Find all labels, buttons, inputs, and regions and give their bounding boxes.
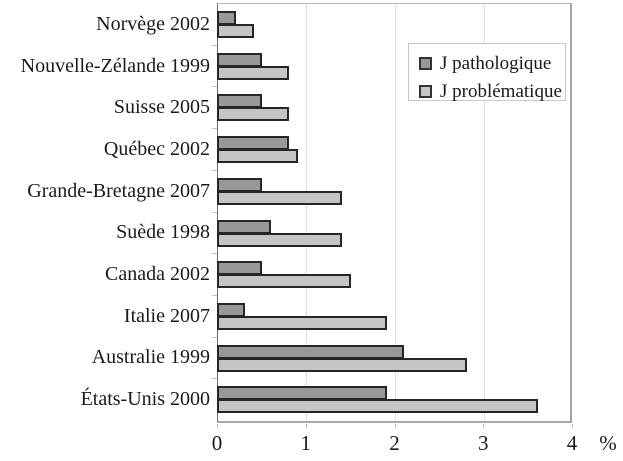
- x-axis-tick: [572, 424, 573, 428]
- legend-label-pathologique: J pathologique: [440, 52, 552, 74]
- legend-item-problematique: J problématique: [419, 79, 565, 104]
- legend-swatch-problematique-icon: [419, 85, 432, 98]
- bar-j-proble-matique-sue-de-1998: [217, 232, 343, 247]
- bar-j-pathologique-australie-1999: [217, 344, 405, 359]
- legend-swatch-pathologique-icon: [419, 57, 432, 70]
- bar-j-pathologique-sue-de-1998: [217, 219, 272, 234]
- x-axis-tick: [305, 424, 307, 428]
- gridline: [395, 4, 396, 421]
- category-label-e-tats-unis-2000: États-Unis 2000: [80, 388, 210, 411]
- category-label-italie-2007: Italie 2007: [123, 304, 210, 327]
- bar-j-proble-matique-australie-1999: [217, 357, 467, 372]
- x-axis-tick: [217, 424, 218, 428]
- bar-j-proble-matique-grande-bretagne-2007: [217, 190, 343, 205]
- x-axis-tick-label-1: 1: [300, 431, 312, 455]
- category-label-sue-de-1998: Suède 1998: [116, 221, 210, 244]
- bar-j-proble-matique-suisse-2005: [217, 107, 289, 122]
- bar-j-proble-matique-que-bec-2002: [217, 149, 298, 164]
- legend-label-problematique: J problématique: [440, 80, 562, 102]
- y-axis-tick: [212, 378, 217, 380]
- bar-j-pathologique-grande-bretagne-2007: [217, 177, 263, 192]
- y-axis-category-labels: Norvège 2002 Nouvelle-Zélande 1999 Suisse …: [0, 0, 210, 461]
- category-label-que-bec-2002: Québec 2002: [103, 137, 210, 160]
- x-axis-tick: [483, 424, 485, 428]
- bar-j-proble-matique-canada-2002: [217, 274, 352, 289]
- bar-j-pathologique-que-bec-2002: [217, 136, 289, 151]
- y-axis-tick: [212, 128, 217, 130]
- y-axis-tick: [212, 86, 217, 88]
- category-label-nouvelle-ze-lande-1999: Nouvelle-Zélande 1999: [20, 54, 210, 77]
- y-axis-tick: [212, 253, 217, 255]
- legend-item-pathologique: J pathologique: [419, 51, 565, 76]
- bar-j-pathologique-norve-ge-2002: [217, 11, 236, 25]
- gridline: [483, 4, 485, 421]
- category-label-australie-1999: Australie 1999: [91, 346, 210, 369]
- bar-j-proble-matique-norve-ge-2002: [217, 24, 254, 38]
- x-axis-tick-label-0: 0: [211, 431, 223, 455]
- category-label-norve-ge-2002: Norvège 2002: [96, 12, 210, 35]
- x-axis-unit-label: %: [599, 431, 617, 455]
- y-axis-tick: [212, 169, 217, 171]
- y-axis-tick: [212, 44, 217, 46]
- category-label-grande-bretagne-2007: Grande-Bretagne 2007: [27, 179, 210, 202]
- gridline: [306, 4, 308, 421]
- category-label-canada-2002: Canada 2002: [105, 263, 210, 286]
- category-label-suisse-2005: Suisse 2005: [113, 96, 210, 119]
- y-axis-tick: [212, 336, 217, 338]
- y-axis-tick: [212, 294, 217, 296]
- bar-j-pathologique-nouvelle-ze-lande-1999: [217, 52, 263, 67]
- bar-j-pathologique-canada-2002: [217, 261, 263, 276]
- x-axis-tick-label-3: 3: [478, 431, 489, 455]
- x-axis-tick-label-2: 2: [389, 431, 400, 455]
- bar-j-proble-matique-e-tats-unis-2000: [217, 399, 538, 414]
- y-axis-tick: [212, 211, 217, 213]
- x-axis-tick-label-4: 4: [566, 431, 578, 455]
- bar-j-pathologique-italie-2007: [217, 302, 245, 317]
- bar-j-pathologique-suisse-2005: [217, 94, 263, 109]
- legend: J pathologique J problématique: [408, 43, 566, 104]
- bar-j-proble-matique-italie-2007: [217, 315, 387, 330]
- x-axis-tick: [394, 424, 396, 428]
- bar-j-pathologique-e-tats-unis-2000: [217, 386, 387, 401]
- bar-j-proble-matique-nouvelle-ze-lande-1999: [217, 65, 289, 80]
